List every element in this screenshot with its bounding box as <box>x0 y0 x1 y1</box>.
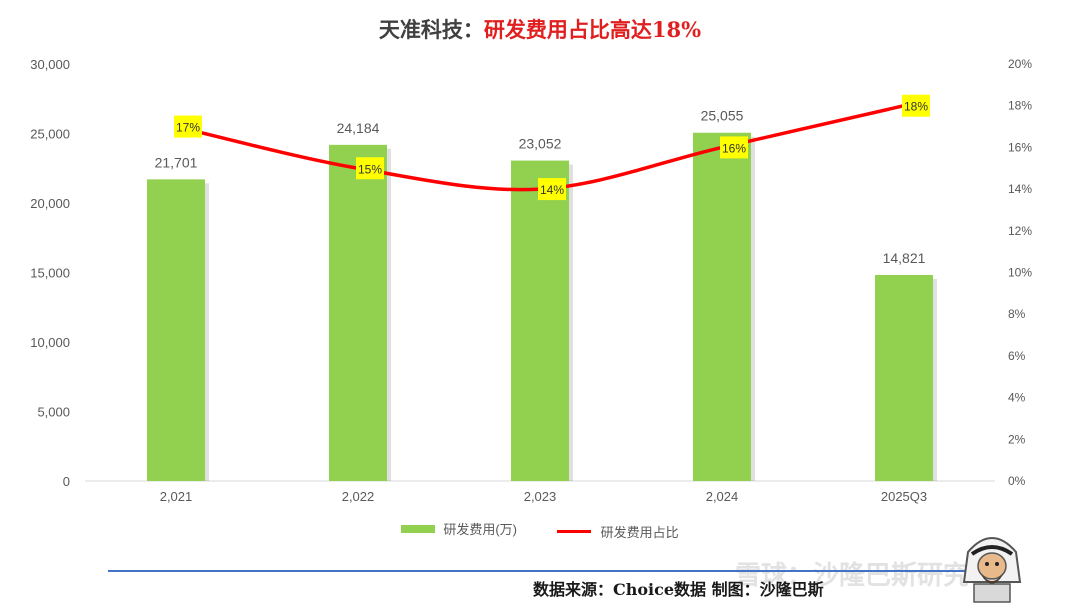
bar <box>147 179 205 482</box>
y-right-tick-label: 10% <box>1008 266 1032 280</box>
y-left-tick-label: 10,000 <box>30 335 70 350</box>
x-tick-label: 2,024 <box>706 489 739 504</box>
y-right-tick-label: 14% <box>1008 182 1032 196</box>
bar-value-label: 23,052 <box>519 136 562 152</box>
source-text: 数据来源：Choice数据 制图：沙隆巴斯 <box>533 580 824 599</box>
y-right-tick-label: 2% <box>1008 432 1026 446</box>
y-right-tick-label: 16% <box>1008 140 1032 154</box>
bar-value-label: 24,184 <box>337 120 380 136</box>
legend-swatch-line <box>556 529 591 533</box>
chart-legend: 研发费用(万) 研发费用占比 <box>0 519 1080 541</box>
x-tick-label: 2,023 <box>524 489 557 504</box>
bar-value-label: 14,821 <box>883 250 926 266</box>
x-tick-label: 2025Q3 <box>881 489 927 504</box>
mascot-logo <box>962 537 1022 603</box>
y-right-tick-label: 20% <box>1008 57 1032 71</box>
x-tick-label: 2,022 <box>342 489 375 504</box>
y-right-tick-label: 18% <box>1008 99 1032 113</box>
y-left-tick-label: 25,000 <box>30 127 70 142</box>
legend-item-line[interactable]: 研发费用占比 <box>556 522 679 541</box>
y-left-tick-label: 5,000 <box>37 405 70 420</box>
bar-value-label: 21,701 <box>155 154 198 170</box>
bar <box>875 274 933 481</box>
line-value-label: 17% <box>176 121 200 135</box>
bar <box>511 160 569 481</box>
legend-swatch-bar <box>401 524 436 533</box>
x-tick-label: 2,021 <box>160 489 193 504</box>
y-right-tick-label: 6% <box>1008 349 1026 363</box>
y-right-tick-label: 8% <box>1008 307 1026 321</box>
bar <box>693 132 751 481</box>
y-right-tick-label: 4% <box>1008 391 1026 405</box>
line-label-bg <box>538 178 566 201</box>
chart-title-highlight: 研发费用占比高达18% <box>483 17 702 42</box>
line-label-bg <box>174 115 202 138</box>
y-left-tick-label: 30,000 <box>30 57 70 72</box>
legend-label-bar: 研发费用(万) <box>443 522 518 537</box>
y-right-tick-label: 12% <box>1008 224 1032 238</box>
line-label-bg <box>356 157 384 180</box>
legend-label-line: 研发费用占比 <box>600 524 679 540</box>
bar <box>329 144 387 481</box>
chart-title: 天准科技：研发费用占比高达18% <box>0 14 1080 44</box>
line-label-bg <box>720 136 748 159</box>
y-left-tick-label: 20,000 <box>30 196 70 211</box>
y-left-tick-label: 0 <box>63 474 70 489</box>
line-value-label: 15% <box>358 162 382 176</box>
line-value-label: 14% <box>540 183 564 197</box>
y-left-tick-label: 15,000 <box>30 266 70 281</box>
chart-title-prefix: 天准科技： <box>378 17 484 42</box>
bar-value-label: 25,055 <box>701 108 744 124</box>
line-label-bg <box>902 94 930 117</box>
legend-item-bar[interactable]: 研发费用(万) <box>401 519 517 538</box>
watermark-text: 雪球：沙隆巴斯研究 <box>735 560 970 590</box>
line-value-label: 16% <box>722 141 746 155</box>
line-value-label: 18% <box>904 100 928 114</box>
source-divider <box>108 570 968 572</box>
y-right-tick-label: 0% <box>1008 474 1026 488</box>
